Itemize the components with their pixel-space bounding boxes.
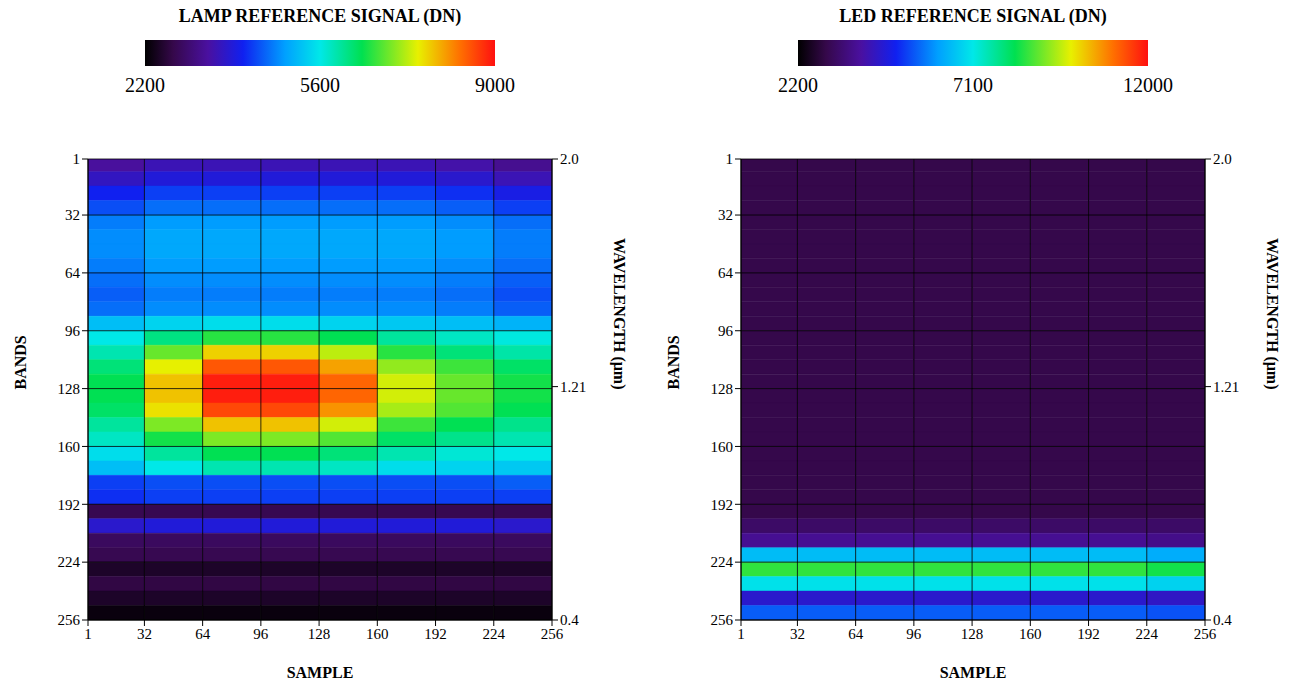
svg-text:1.21: 1.21 — [1213, 379, 1239, 395]
svg-text:LED REFERENCE SIGNAL (DN): LED REFERENCE SIGNAL (DN) — [839, 6, 1107, 27]
svg-text:64: 64 — [65, 265, 81, 281]
svg-text:64: 64 — [848, 626, 864, 642]
svg-text:LAMP REFERENCE SIGNAL (DN): LAMP REFERENCE SIGNAL (DN) — [179, 6, 462, 27]
svg-text:224: 224 — [58, 554, 81, 570]
svg-text:160: 160 — [58, 439, 81, 455]
svg-text:1.21: 1.21 — [560, 379, 586, 395]
svg-text:160: 160 — [1019, 626, 1042, 642]
svg-text:BANDS: BANDS — [665, 335, 682, 389]
svg-text:256: 256 — [58, 612, 81, 628]
svg-text:96: 96 — [718, 323, 734, 339]
svg-text:192: 192 — [424, 626, 447, 642]
svg-text:224: 224 — [711, 554, 734, 570]
svg-text:128: 128 — [308, 626, 331, 642]
svg-text:192: 192 — [58, 497, 81, 513]
svg-text:128: 128 — [711, 381, 734, 397]
svg-text:SAMPLE: SAMPLE — [940, 664, 1007, 681]
svg-text:WAVELENGTH (μm): WAVELENGTH (μm) — [1263, 238, 1281, 389]
svg-text:32: 32 — [137, 626, 152, 642]
svg-text:12000: 12000 — [1123, 74, 1173, 96]
svg-text:SAMPLE: SAMPLE — [287, 664, 354, 681]
svg-text:7100: 7100 — [953, 74, 993, 96]
svg-text:32: 32 — [718, 207, 733, 223]
svg-text:2200: 2200 — [778, 74, 818, 96]
svg-text:160: 160 — [711, 439, 734, 455]
svg-text:1: 1 — [737, 626, 745, 642]
svg-text:9000: 9000 — [475, 74, 515, 96]
svg-text:WAVELENGTH (μm): WAVELENGTH (μm) — [610, 238, 628, 389]
svg-text:64: 64 — [195, 626, 211, 642]
svg-text:0.4: 0.4 — [1213, 612, 1232, 628]
svg-text:128: 128 — [58, 381, 81, 397]
svg-text:96: 96 — [65, 323, 81, 339]
svg-text:192: 192 — [1077, 626, 1100, 642]
svg-text:1: 1 — [84, 626, 92, 642]
svg-text:192: 192 — [711, 497, 734, 513]
svg-text:224: 224 — [483, 626, 506, 642]
svg-text:256: 256 — [711, 612, 734, 628]
svg-text:96: 96 — [906, 626, 922, 642]
svg-text:256: 256 — [1193, 625, 1217, 642]
svg-text:256: 256 — [540, 625, 564, 642]
svg-text:1: 1 — [73, 151, 81, 167]
svg-text:160: 160 — [366, 626, 389, 642]
svg-text:2200: 2200 — [125, 74, 165, 96]
svg-text:5600: 5600 — [300, 74, 340, 96]
svg-text:224: 224 — [1136, 626, 1159, 642]
svg-text:2.0: 2.0 — [560, 151, 579, 167]
svg-text:0.4: 0.4 — [560, 612, 579, 628]
svg-text:1: 1 — [726, 151, 734, 167]
svg-text:96: 96 — [253, 626, 269, 642]
svg-text:2.0: 2.0 — [1213, 151, 1232, 167]
svg-text:BANDS: BANDS — [12, 335, 29, 389]
svg-text:64: 64 — [718, 265, 734, 281]
svg-text:32: 32 — [790, 626, 805, 642]
svg-text:128: 128 — [961, 626, 984, 642]
svg-text:32: 32 — [65, 207, 80, 223]
